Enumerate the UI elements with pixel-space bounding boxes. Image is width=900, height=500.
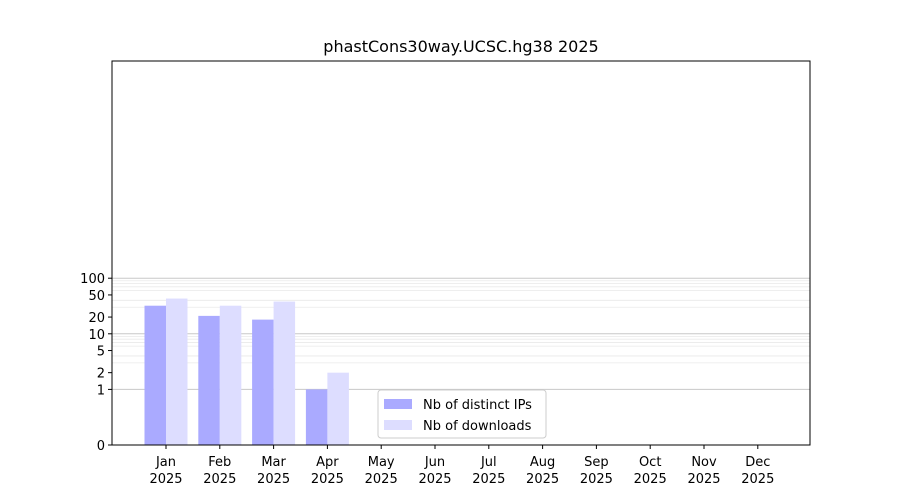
legend-swatch: [384, 420, 412, 430]
x-tick-label-month: Jun: [424, 455, 445, 470]
x-tick-label-month: Jul: [480, 455, 497, 470]
y-tick-label: 2: [97, 367, 105, 382]
bar-downloads: [273, 301, 296, 445]
x-tick-label-year: 2025: [311, 472, 344, 487]
x-tick-label-month: Feb: [208, 455, 231, 470]
bar-downloads: [166, 298, 188, 445]
bar-distinct-ips: [198, 315, 220, 445]
x-tick-label-month: Sep: [584, 455, 609, 470]
y-tick-label: 20: [88, 311, 105, 326]
legend-label: Nb of downloads: [423, 419, 532, 434]
x-tick-label-month: Aug: [530, 455, 555, 470]
x-tick-label-year: 2025: [580, 472, 613, 487]
y-tick-label: 100: [80, 272, 105, 287]
x-tick-label-month: Nov: [691, 455, 717, 470]
legend-box: [377, 389, 547, 439]
x-tick-label-month: Apr: [316, 455, 339, 470]
bar-downloads: [327, 372, 349, 445]
x-tick-label-year: 2025: [472, 472, 505, 487]
y-tick-label: 50: [88, 289, 105, 304]
bar-downloads: [219, 305, 242, 445]
y-axis: 0 12 5 10 20 50 100: [80, 272, 112, 454]
y-tick-label: 10: [88, 328, 105, 343]
x-tick-label-month: Mar: [261, 455, 286, 470]
bar-distinct-ips: [252, 319, 274, 445]
x-tick-label-year: 2025: [418, 472, 451, 487]
x-tick-label-month: Oct: [639, 455, 661, 470]
bar-distinct-ips: [144, 305, 166, 445]
x-tick-label-month: Jan: [155, 455, 176, 470]
x-tick-label-month: Dec: [745, 455, 770, 470]
x-tick-label-year: 2025: [149, 472, 182, 487]
plot-area-frame: [111, 60, 811, 446]
chart-title: phastCons30way.UCSC.hg38 2025: [323, 37, 598, 56]
x-axis: Jan 2025 Feb 2025 Mar 2025 Apr 2025 May 2025 Jun 20…: [149, 445, 774, 487]
x-tick-label-year: 2025: [203, 472, 236, 487]
bar-distinct-ips: [305, 389, 328, 445]
y-tick-label: 1: [97, 383, 105, 398]
x-tick-label-year: 2025: [526, 472, 559, 487]
x-tick-label-year: 2025: [257, 472, 290, 487]
x-tick-label-year: 2025: [634, 472, 667, 487]
bars: [144, 298, 349, 445]
x-tick-label-month: May: [368, 455, 395, 470]
legend: Nb of distinct IPs Nb of downloads: [377, 389, 547, 439]
x-tick-label-year: 2025: [687, 472, 720, 487]
y-tick-label: 0: [97, 439, 105, 454]
x-tick-label-year: 2025: [741, 472, 774, 487]
y-tick-label: 5: [97, 345, 105, 360]
x-tick-label-year: 2025: [365, 472, 398, 487]
legend-swatch: [384, 399, 412, 409]
legend-label: Nb of distinct IPs: [423, 398, 532, 413]
